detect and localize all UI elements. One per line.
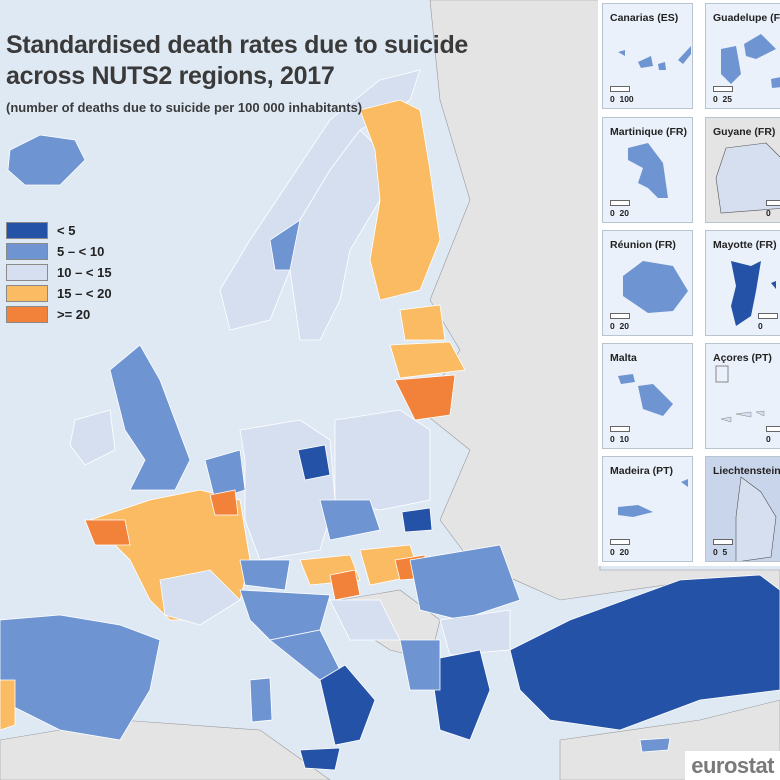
region-portugal-south [0,679,16,731]
region-switzerland [239,559,291,591]
region-turkey [509,574,780,731]
inset-maps: Canarias (ES) 0 100 Guadelupe (FR) 0 25 … [598,0,780,566]
inset-title: Mayotte (FR) [713,239,777,251]
region-uk [109,344,191,491]
legend-item: < 5 [6,220,112,241]
scale-bar: 0 [766,200,780,218]
region-cyprus [639,737,671,753]
scale-bar: 0 20 [610,313,630,331]
title-line-2: across NUTS2 regions, 2017 [6,62,335,90]
legend-swatch [6,222,48,239]
region-slovenia [329,569,361,601]
inset-guadeloupe: Guadelupe (FR) 0 25 [705,3,780,109]
region-africa [0,719,331,780]
scale-bar: 0 [766,426,780,444]
inset-malta: Malta 0 10 [602,343,693,449]
region-finland [359,99,441,301]
region-greece [429,649,491,741]
inset-canarias: Canarias (ES) 0 100 [602,3,693,109]
legend-label: 10 – < 15 [57,265,112,280]
legend-label: 5 – < 10 [57,244,105,259]
legend-item: >= 20 [6,304,112,325]
map-subtitle: (number of deaths due to suicide per 100… [6,100,363,115]
inset-guyane: Guyane (FR) 0 [705,117,780,223]
inset-title: Guyane (FR) [713,126,776,138]
region-czechia [319,499,381,541]
inset-mayotte: Mayotte (FR) 0 [705,230,780,336]
legend-label: 15 – < 20 [57,286,112,301]
legend-swatch [6,306,48,323]
region-lithuania [394,374,456,421]
scale-bar: 0 [758,313,778,331]
scale-bar: 0 20 [610,539,630,557]
region-ireland [69,409,116,466]
title-line-1: Standardised death rates due to suicide [6,31,469,59]
inset-madeira: Madeira (PT) 0 20 [602,456,693,562]
legend-label: >= 20 [57,307,91,322]
legend-item: 5 – < 10 [6,241,112,262]
inset-acores: Açores (PT) 0 [705,343,780,449]
legend-item: 15 – < 20 [6,283,112,304]
region-poland [334,409,431,511]
legend-swatch [6,264,48,281]
scale-bar: 0 5 [713,539,733,557]
region-sicily [299,747,341,771]
region-sardinia [249,677,273,723]
scale-bar: 0 20 [610,200,630,218]
region-italy-centre [269,629,341,681]
inset-title: Martinique (FR) [610,126,687,138]
region-germany [239,419,336,561]
inset-martinique: Martinique (FR) 0 20 [602,117,693,223]
region-france-south [159,569,241,626]
eurostat-logo: eurostat [685,751,780,780]
inset-reunion: Réunion (FR) 0 20 [602,230,693,336]
inset-title: Malta [610,352,637,364]
inset-title: Canarias (ES) [610,12,679,24]
region-wallonia [209,489,239,516]
legend-label: < 5 [57,223,76,238]
inset-title: Liechtenstein [713,465,780,477]
region-romania [409,544,521,621]
scale-bar: 0 10 [610,426,630,444]
region-italy-south [319,664,376,746]
region-bretagne [84,519,131,546]
region-poland-east [401,507,433,533]
region-estonia [399,304,446,341]
inset-title: Guadelupe (FR) [713,12,780,24]
region-berlin-brandenburg [297,444,331,481]
region-latvia [389,341,466,379]
scale-bar: 0 100 [610,86,634,104]
region-iceland [7,134,86,186]
inset-title: Açores (PT) [713,352,772,364]
region-north-macedonia-albania [399,639,441,691]
legend-item: 10 – < 15 [6,262,112,283]
inset-title: Madeira (PT) [610,465,674,477]
scale-bar: 0 25 [713,86,733,104]
legend: < 5 5 – < 10 10 – < 15 15 – < 20 >= 20 [6,220,112,325]
legend-swatch [6,243,48,260]
inset-liechtenstein: Liechtenstein 0 5 [705,456,780,562]
inset-title: Réunion (FR) [610,239,676,251]
legend-swatch [6,285,48,302]
map-title: Standardised death rates due to suicide … [6,30,468,92]
